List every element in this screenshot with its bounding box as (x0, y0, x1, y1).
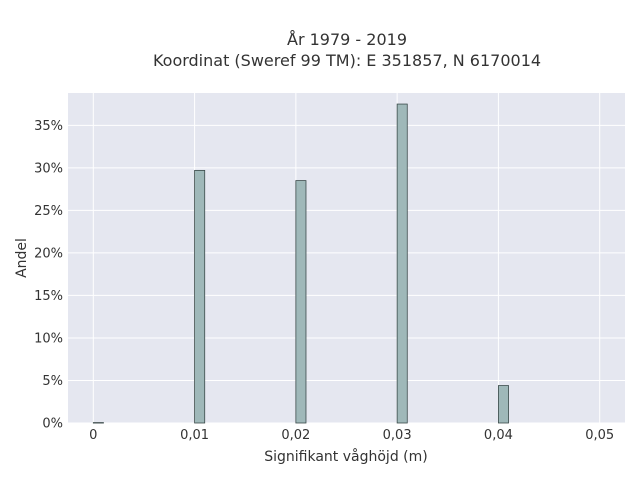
histogram-bar (498, 385, 509, 424)
y-tick-label: 5% (42, 374, 63, 389)
y-tick-label: 25% (34, 204, 63, 219)
histogram-bar (295, 180, 307, 424)
y-tick-label: 15% (34, 289, 63, 304)
grid-lines (68, 93, 625, 424)
plot-area (68, 93, 625, 423)
x-tick-label: 0,01 (180, 428, 209, 443)
x-axis-label: Signifikant våghöjd (m) (264, 448, 427, 465)
x-tick-label: 0,02 (281, 428, 310, 443)
x-tick-label: 0,04 (484, 428, 513, 443)
y-tick-label: 20% (34, 246, 63, 261)
y-tick-label: 35% (34, 119, 63, 134)
x-tick-labels: 0 0,01 0,02 0,03 0,04 0,05 (89, 428, 614, 443)
x-tick-label: 0,05 (585, 428, 614, 443)
chart-title-line1: År 1979 - 2019 (287, 30, 407, 49)
y-axis-label: Andel (14, 238, 30, 278)
chart-title-line2: Koordinat (Sweref 99 TM): E 351857, N 61… (153, 51, 541, 70)
y-tick-label: 30% (34, 161, 63, 176)
y-tick-labels: 0% 5% 10% 15% 20% 25% 30% 35% (34, 119, 63, 432)
x-tick-label: 0,03 (383, 428, 412, 443)
bars (92, 103, 509, 424)
x-tick-label: 0 (89, 428, 97, 443)
y-tick-label: 0% (42, 417, 63, 432)
histogram-bar (92, 422, 104, 424)
histogram-bar (194, 169, 206, 424)
y-tick-label: 10% (34, 331, 63, 346)
histogram-bar (396, 103, 408, 424)
